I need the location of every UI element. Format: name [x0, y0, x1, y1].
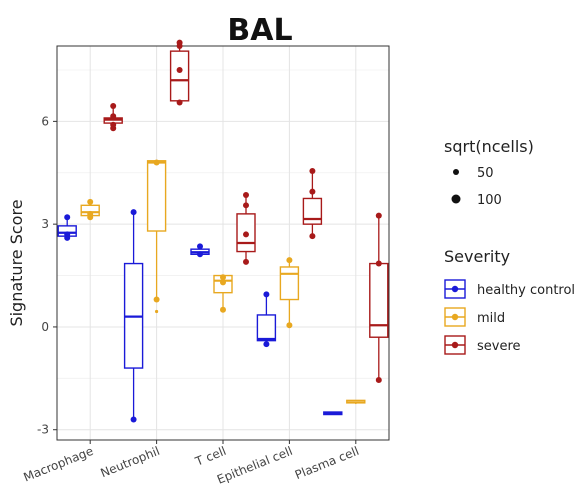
- data-point: [243, 192, 249, 199]
- color-legend-label: healthy control: [477, 283, 575, 298]
- color-legend-key-severe: [444, 335, 466, 355]
- y-tick-label: -3: [37, 423, 49, 437]
- y-tick-label: 6: [41, 114, 49, 128]
- data-point: [243, 258, 249, 265]
- data-point: [286, 322, 293, 329]
- box-mild-neutrophil: [146, 159, 167, 303]
- data-point: [263, 291, 270, 298]
- legend-key-point: [451, 313, 459, 321]
- x-tick-label: Neutrophil: [98, 444, 161, 480]
- data-point: [286, 257, 293, 264]
- data-point: [243, 231, 249, 238]
- data-point: [309, 188, 316, 195]
- data-point: [64, 214, 71, 221]
- data-point: [110, 113, 117, 120]
- data-point: [220, 274, 226, 281]
- y-axis-title: Signature Score: [7, 199, 26, 326]
- box-body: [302, 197, 323, 225]
- size-legend-label: 50: [477, 166, 494, 181]
- data-point: [197, 251, 203, 258]
- data-point: [153, 296, 160, 303]
- box-body: [146, 160, 167, 232]
- data-point: [130, 209, 137, 216]
- box-severe-epithelial-cell: [302, 168, 323, 240]
- size-legend-key: [453, 169, 459, 175]
- plot-border: [56, 45, 390, 441]
- data-point: [375, 212, 382, 219]
- data-point: [87, 198, 94, 205]
- color-legend-title: Severity: [444, 247, 510, 266]
- box-severe-macrophage: [103, 102, 123, 132]
- size-legend-key: [451, 194, 461, 204]
- x-tick-label: Epithelial cell: [215, 444, 294, 487]
- data-point: [176, 43, 183, 49]
- chart-title: BAL: [227, 13, 292, 48]
- y-tick-label: 0: [41, 320, 49, 334]
- y-tick-label: 3: [41, 217, 49, 231]
- x-tick-label: Macrophage: [22, 444, 96, 485]
- box-mild-plasma-cell: [346, 399, 366, 405]
- data-point: [375, 377, 382, 384]
- outlier-point: [155, 309, 159, 314]
- data-point: [197, 243, 203, 250]
- x-tick-label: Plasma cell: [293, 444, 361, 482]
- box-severe-t-cell: [236, 192, 256, 265]
- data-point: [220, 306, 226, 313]
- box-healthy-control-epithelial-cell: [256, 291, 277, 348]
- data-point: [309, 168, 316, 175]
- data-point: [220, 279, 226, 286]
- plot-area: -3 0 3 6 Macrophage Neutrophil T cellEpithelia…: [22, 39, 390, 487]
- box-healthy-control-plasma-cell: [323, 411, 343, 416]
- size-legend-label: 100: [477, 193, 502, 208]
- size-legend-title: sqrt(ncells): [444, 137, 534, 156]
- data-point: [110, 102, 117, 109]
- data-point: [263, 341, 270, 348]
- legend-key-point: [451, 285, 459, 293]
- x-tick-label: T cell: [192, 444, 228, 469]
- box-mild-epithelial-cell: [279, 257, 300, 329]
- box-body: [169, 50, 190, 102]
- box-healthy-control-t-cell: [190, 243, 210, 258]
- box-healthy-control-neutrophil: [123, 209, 144, 423]
- data-point: [243, 202, 249, 209]
- data-point: [375, 260, 382, 267]
- data-point: [87, 214, 94, 221]
- color-legend-key-mild: [444, 307, 466, 327]
- color-legend-label: severe: [477, 339, 521, 354]
- box-healthy-control-macrophage: [57, 214, 77, 241]
- box-mild-macrophage: [80, 198, 100, 221]
- box-body: [279, 266, 300, 301]
- data-point: [176, 99, 183, 106]
- legend: sqrt(ncells) 50 100 Severity healthy control…: [444, 137, 575, 355]
- data-point: [64, 231, 71, 238]
- data-point: [130, 416, 137, 423]
- box-severe-plasma-cell: [369, 212, 389, 384]
- box-severe-neutrophil: [169, 39, 190, 106]
- data-point: [153, 159, 160, 166]
- color-legend-label: mild: [477, 311, 505, 326]
- legend-key-point: [451, 341, 459, 349]
- data-point: [176, 66, 183, 73]
- box-mild-t-cell: [213, 274, 233, 313]
- data-point: [309, 233, 316, 240]
- color-legend-key-healthy-control: [444, 279, 466, 299]
- data-point: [110, 121, 117, 128]
- box-body: [256, 314, 277, 342]
